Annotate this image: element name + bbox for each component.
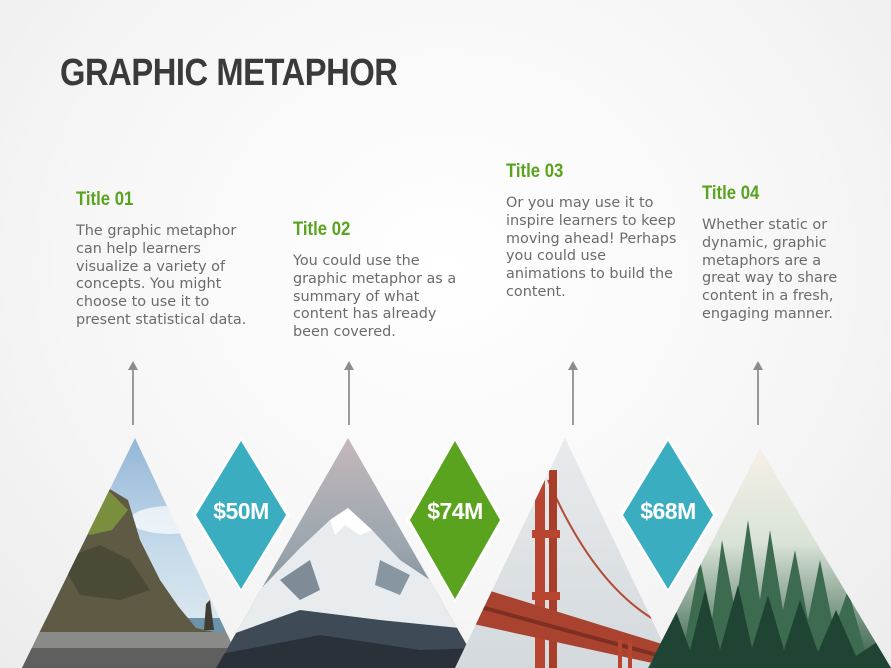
item-body: You could use the graphic metaphor as a … <box>293 253 457 341</box>
item-body: Or you may use it to inspire learners to… <box>506 195 677 300</box>
badge-value: $50M <box>213 498 269 524</box>
up-arrow-icon <box>128 361 138 425</box>
slide-title: GRAPHIC METAPHOR <box>60 52 398 94</box>
item-04: Title 04 Whether static or dynamic, grap… <box>702 183 852 324</box>
badge-diamond <box>410 441 500 599</box>
item-02: Title 02 You could use the graphic metap… <box>293 219 463 342</box>
up-arrow-icon <box>568 361 578 425</box>
badge-diamond <box>196 441 286 589</box>
item-title: Title 01 <box>76 189 134 210</box>
badge-value: $68M <box>640 498 696 524</box>
item-body: The graphic metaphor can help learners v… <box>76 223 247 328</box>
up-arrow-icon <box>344 361 354 425</box>
item-title: Title 03 <box>506 161 564 182</box>
item-01: Title 01 The graphic metaphor can help l… <box>76 189 251 330</box>
badge-diamond <box>623 441 713 589</box>
item-title: Title 02 <box>293 219 351 240</box>
item-03: Title 03 Or you may use it to inspire le… <box>506 161 678 302</box>
item-title: Title 04 <box>702 183 760 204</box>
badge-value: $74M <box>427 498 483 524</box>
item-body: Whether static or dynamic, graphic metap… <box>702 217 838 322</box>
up-arrow-icon <box>753 361 763 425</box>
